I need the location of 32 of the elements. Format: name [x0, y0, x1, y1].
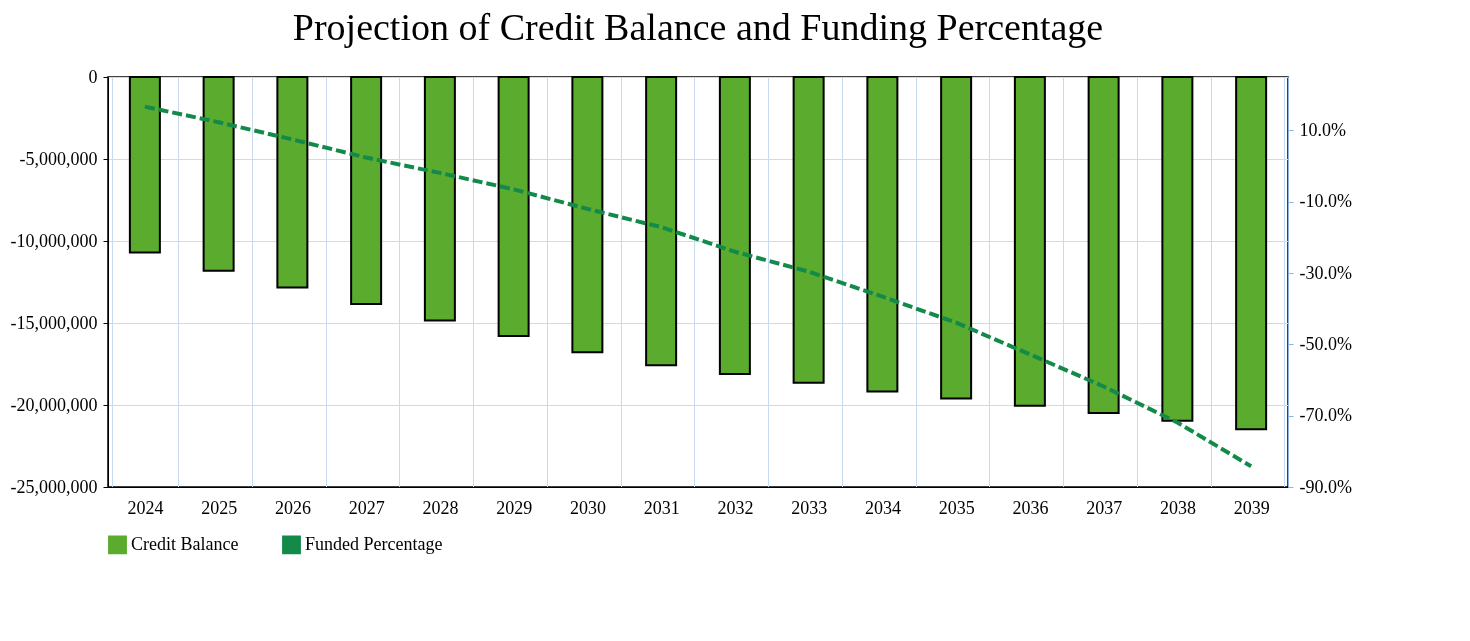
- chart-title: Projection of Credit Balance and Funding Percentage: [292, 6, 1104, 48]
- x-tick-label: 2034: [864, 497, 901, 518]
- y2-tick-label: -30.0%: [1299, 262, 1352, 283]
- y2-tick-label: -50.0%: [1299, 333, 1352, 354]
- line-series: [142, 104, 1254, 469]
- y2-tick-label: -70.0%: [1299, 405, 1352, 426]
- legend-label: Credit Balance: [131, 533, 239, 554]
- y2-tick-label: 10.0%: [1299, 119, 1346, 140]
- x-tick-label: 2038: [1159, 497, 1196, 518]
- x-tick-label: 2037: [1086, 497, 1123, 518]
- y-tick-label: -15,000,000: [10, 312, 98, 333]
- x-tick-label: 2031: [643, 497, 680, 518]
- x-tick-label: 2030: [569, 497, 606, 518]
- y-tick-label: -25,000,000: [10, 476, 98, 497]
- x-tick-label: 2032: [717, 497, 754, 518]
- y-tick-label: -20,000,000: [10, 394, 98, 415]
- x-tick-label: 2036: [1012, 497, 1049, 518]
- y-tick-label: -10,000,000: [10, 230, 98, 251]
- x-tick-label: 2039: [1233, 497, 1270, 518]
- y2-tick-label: -90.0%: [1299, 476, 1352, 497]
- legend-label: Funded Percentage: [305, 533, 443, 554]
- x-tick-label: 2035: [938, 497, 975, 518]
- x-tick-label: 2033: [791, 497, 828, 518]
- x-tick-label: 2029: [496, 497, 533, 518]
- y-tick-label: -5,000,000: [19, 148, 98, 169]
- y2-tick-label: -10.0%: [1299, 191, 1352, 212]
- x-tick-label: 2025: [201, 497, 238, 518]
- x-tick-label: 2028: [422, 497, 459, 518]
- y-tick-label: 0: [88, 66, 98, 87]
- x-tick-label: 2024: [127, 497, 164, 518]
- x-tick-label: 2026: [274, 497, 311, 518]
- x-tick-label: 2027: [348, 497, 385, 518]
